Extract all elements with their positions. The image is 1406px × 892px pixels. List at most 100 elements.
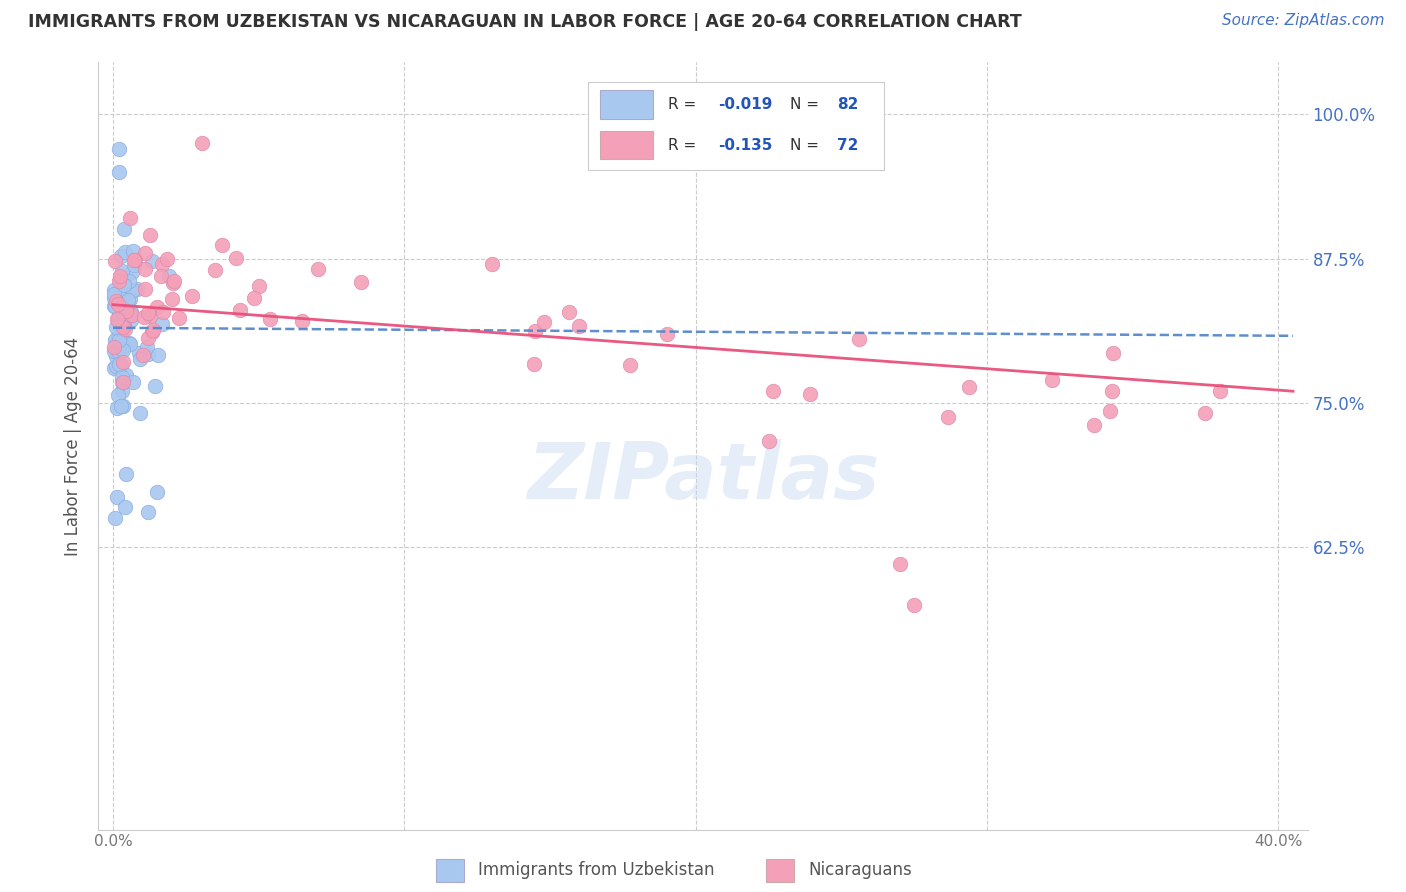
Point (121, 309, 143, 323)
Point (139, 310, 162, 324)
Text: IMMIGRANTS FROM UZBEKISTAN VS NICARAGUAN IN LABOR FORCE | AGE 20-64 CORRELATION : IMMIGRANTS FROM UZBEKISTAN VS NICARAGUAN… (28, 13, 1022, 31)
Point (107, 341, 129, 355)
Point (742, 142, 765, 156)
Point (136, 340, 159, 354)
Point (110, 358, 132, 372)
Point (103, 340, 125, 354)
Point (112, 315, 135, 329)
Point (108, 142, 131, 156)
Point (105, 294, 128, 309)
Point (124, 252, 146, 267)
Point (121, 265, 143, 279)
Point (107, 297, 129, 311)
Point (110, 319, 132, 334)
Point (152, 304, 174, 318)
Point (758, 434, 780, 448)
Point (762, 384, 785, 398)
Point (103, 299, 125, 313)
Point (142, 323, 165, 337)
Point (110, 324, 132, 338)
Point (191, 136, 214, 151)
Point (157, 268, 180, 283)
Point (105, 312, 128, 326)
Point (121, 312, 143, 326)
Point (141, 326, 163, 340)
Point (111, 384, 134, 398)
Point (136, 346, 159, 360)
Point (1101, 384, 1123, 398)
Point (112, 221, 135, 235)
Point (121, 244, 143, 259)
Point (181, 289, 204, 303)
Point (150, 317, 173, 331)
Point (117, 275, 139, 289)
Point (103, 343, 125, 358)
Point (103, 283, 125, 297)
FancyBboxPatch shape (436, 859, 464, 882)
Point (112, 275, 135, 289)
Point (111, 304, 134, 318)
Point (122, 253, 145, 268)
Point (350, 275, 373, 289)
Point (115, 304, 138, 318)
FancyBboxPatch shape (766, 859, 794, 882)
Point (143, 379, 166, 393)
Point (307, 261, 329, 276)
Point (167, 310, 190, 325)
Point (291, 314, 314, 328)
Point (111, 304, 134, 318)
Point (108, 300, 131, 314)
Point (104, 253, 127, 268)
Point (118, 211, 141, 226)
Point (112, 355, 135, 369)
Point (558, 305, 581, 319)
Point (120, 309, 142, 323)
Point (111, 376, 134, 390)
Point (903, 598, 925, 612)
Point (111, 370, 134, 384)
Point (104, 349, 127, 363)
Point (136, 505, 159, 519)
Point (108, 165, 131, 179)
Point (118, 292, 141, 306)
Point (889, 558, 911, 572)
Point (115, 467, 138, 482)
Point (150, 257, 173, 271)
Point (799, 387, 821, 401)
Point (105, 401, 128, 415)
Point (259, 312, 281, 326)
Point (120, 305, 142, 319)
Point (1194, 406, 1216, 420)
Point (112, 278, 135, 293)
Point (163, 274, 186, 288)
Point (105, 359, 128, 373)
Point (121, 376, 143, 390)
Point (1040, 373, 1063, 387)
Point (957, 380, 980, 394)
Point (162, 292, 184, 306)
Point (104, 320, 127, 334)
Text: Nicaraguans: Nicaraguans (808, 861, 912, 879)
Point (108, 308, 131, 322)
Point (107, 329, 129, 343)
Point (128, 351, 150, 366)
Point (1083, 417, 1105, 432)
Point (848, 332, 870, 346)
Point (111, 342, 134, 356)
Text: ZIPatlas: ZIPatlas (527, 439, 879, 515)
Point (619, 358, 641, 372)
Point (107, 288, 129, 302)
Point (107, 274, 129, 288)
Point (105, 491, 128, 505)
Point (103, 292, 125, 306)
Point (104, 299, 127, 313)
Point (156, 252, 179, 266)
Point (108, 357, 131, 371)
Point (141, 253, 163, 268)
Point (1209, 384, 1232, 399)
Point (1102, 346, 1125, 360)
Point (110, 400, 132, 414)
Point (128, 345, 150, 359)
Point (655, 327, 678, 342)
Point (108, 296, 131, 310)
